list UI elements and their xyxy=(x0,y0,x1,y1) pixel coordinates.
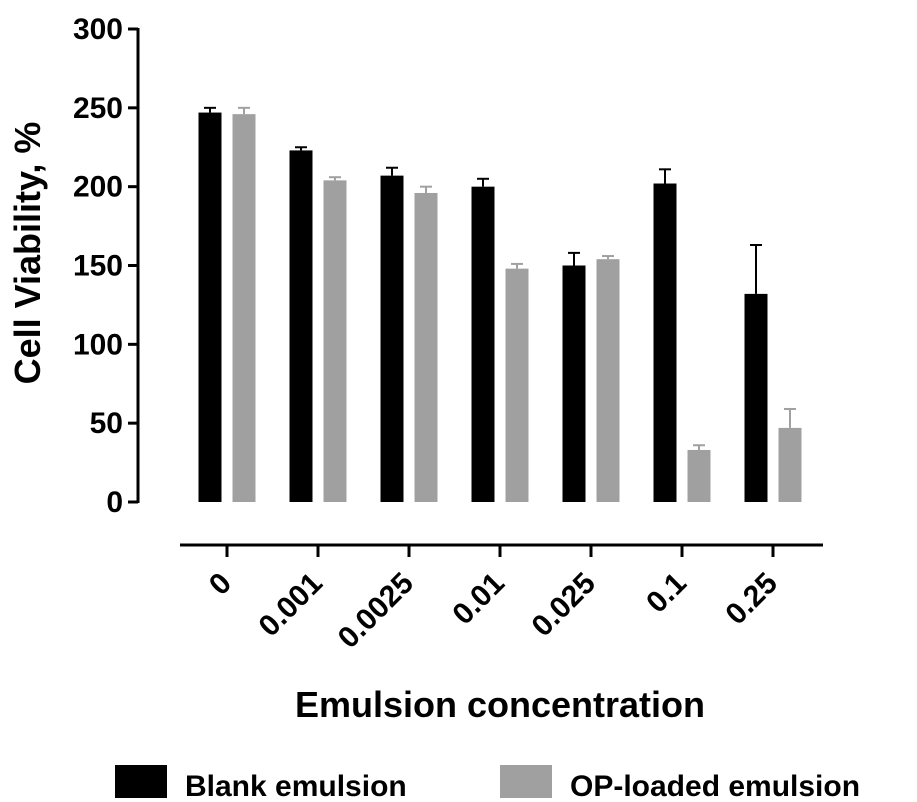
bar xyxy=(653,183,677,502)
bar xyxy=(323,180,347,503)
bar xyxy=(596,259,620,502)
legend-label: OP-loaded emulsion xyxy=(570,770,860,802)
bars xyxy=(198,106,802,503)
x-tick-label: 0.001 xyxy=(253,567,329,643)
y-tick-label: 150 xyxy=(73,250,123,283)
x-tick-label: 0.025 xyxy=(526,567,602,643)
legend: Blank emulsion OP-loaded emulsion xyxy=(115,765,860,802)
x-axis-title: Emulsion concentration xyxy=(295,684,705,725)
x-axis: 0 0.001 0.0025 0.01 0.025 0.1 0.25 xyxy=(180,543,823,655)
bar xyxy=(380,175,404,502)
x-tick-label: 0 xyxy=(203,567,238,602)
y-axis: 0 50 100 150 200 250 300 xyxy=(73,13,140,519)
legend-swatch xyxy=(115,765,167,798)
y-tick-label: 50 xyxy=(90,407,123,440)
y-tick-label: 100 xyxy=(73,328,123,361)
bar xyxy=(471,186,495,502)
bar xyxy=(198,112,222,503)
legend-label: Blank emulsion xyxy=(185,770,407,802)
x-tick-label: 0.1 xyxy=(640,567,693,620)
x-tick-label: 0.01 xyxy=(446,567,511,632)
y-tick-label: 200 xyxy=(73,171,123,204)
bar xyxy=(744,293,768,502)
bar xyxy=(505,268,529,502)
bar xyxy=(414,192,438,502)
bar xyxy=(687,449,711,502)
x-tick-label: 0.25 xyxy=(719,567,784,632)
legend-swatch xyxy=(500,765,552,798)
bar xyxy=(232,114,256,502)
y-tick-label: 250 xyxy=(73,92,123,125)
bar xyxy=(562,265,586,502)
bar xyxy=(289,150,313,503)
y-tick-label: 300 xyxy=(73,13,123,46)
bar xyxy=(778,427,802,502)
y-axis-title: Cell Viability, % xyxy=(7,122,48,385)
x-tick-label: 0.0025 xyxy=(332,567,420,655)
y-tick-label: 0 xyxy=(106,486,123,519)
